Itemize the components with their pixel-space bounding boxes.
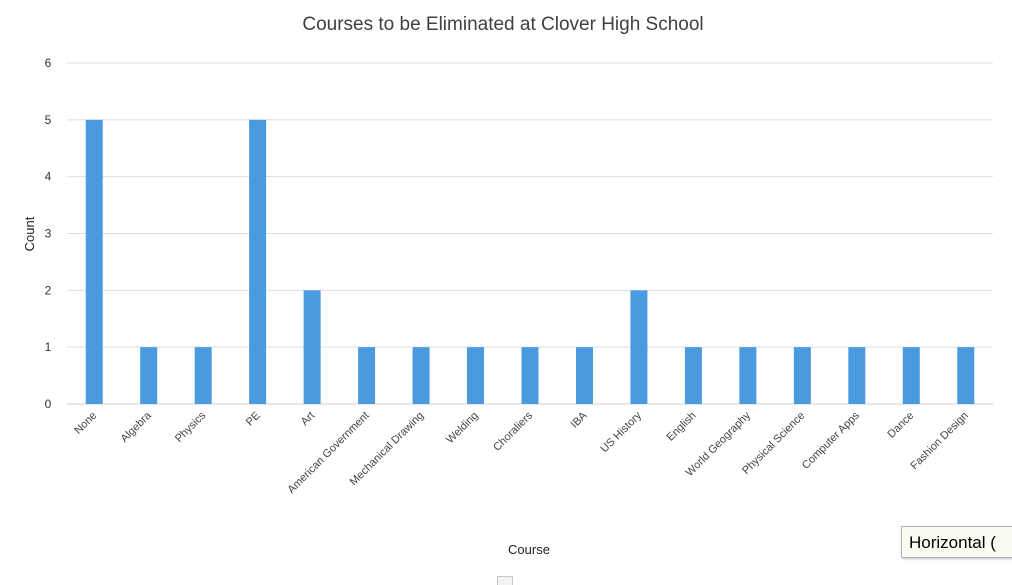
y-tick-label: 4: [45, 170, 52, 184]
gridlines: [67, 62, 993, 405]
y-tick-label: 1: [45, 340, 52, 354]
x-tick-label: English: [665, 410, 699, 444]
y-tick-label: 0: [45, 397, 52, 411]
x-tick-label: PE: [244, 410, 263, 429]
bar: [957, 347, 975, 404]
y-tick-label: 6: [45, 56, 52, 70]
bar: [358, 347, 376, 404]
legend-stub: [497, 576, 513, 585]
bar: [575, 347, 593, 404]
x-tick-label: IBA: [569, 409, 590, 430]
bar: [521, 347, 539, 404]
y-tick-label: 2: [45, 283, 52, 297]
x-tick-label: Choraliers: [491, 409, 535, 453]
bars: [85, 119, 975, 404]
bar: [85, 119, 103, 404]
y-axis-title: Count: [22, 216, 37, 251]
chart-title: Courses to be Eliminated at Clover High …: [302, 14, 703, 35]
bar: [412, 347, 430, 404]
tooltip: Horizontal (: [901, 526, 1012, 558]
bar: [684, 347, 702, 404]
x-tick-label: Physics: [173, 409, 209, 445]
x-axis-title: Course: [508, 542, 550, 557]
x-tick-label: Algebra: [119, 409, 155, 445]
bar: [848, 347, 866, 404]
x-tick-label: Fashion Design: [908, 410, 971, 473]
bar: [140, 347, 158, 404]
x-tick-label: Dance: [885, 410, 916, 441]
bar: [739, 347, 757, 404]
x-tick-label: None: [72, 410, 99, 437]
x-tick-label: US History: [598, 409, 644, 455]
x-tick-label: Art: [299, 410, 317, 428]
bar: [303, 290, 321, 404]
y-tick-label: 5: [45, 113, 52, 127]
bar: [194, 347, 212, 404]
bar: [467, 347, 485, 404]
bar: [793, 347, 811, 404]
y-axis-ticks: 0 1 2 3 4 5 6: [45, 56, 52, 411]
bar: [249, 119, 267, 404]
x-tick-label: Computer Apps: [800, 409, 862, 471]
y-tick-label: 3: [45, 227, 52, 241]
bar: [630, 290, 648, 404]
x-tick-label: Welding: [444, 410, 480, 446]
bar: [902, 347, 920, 404]
